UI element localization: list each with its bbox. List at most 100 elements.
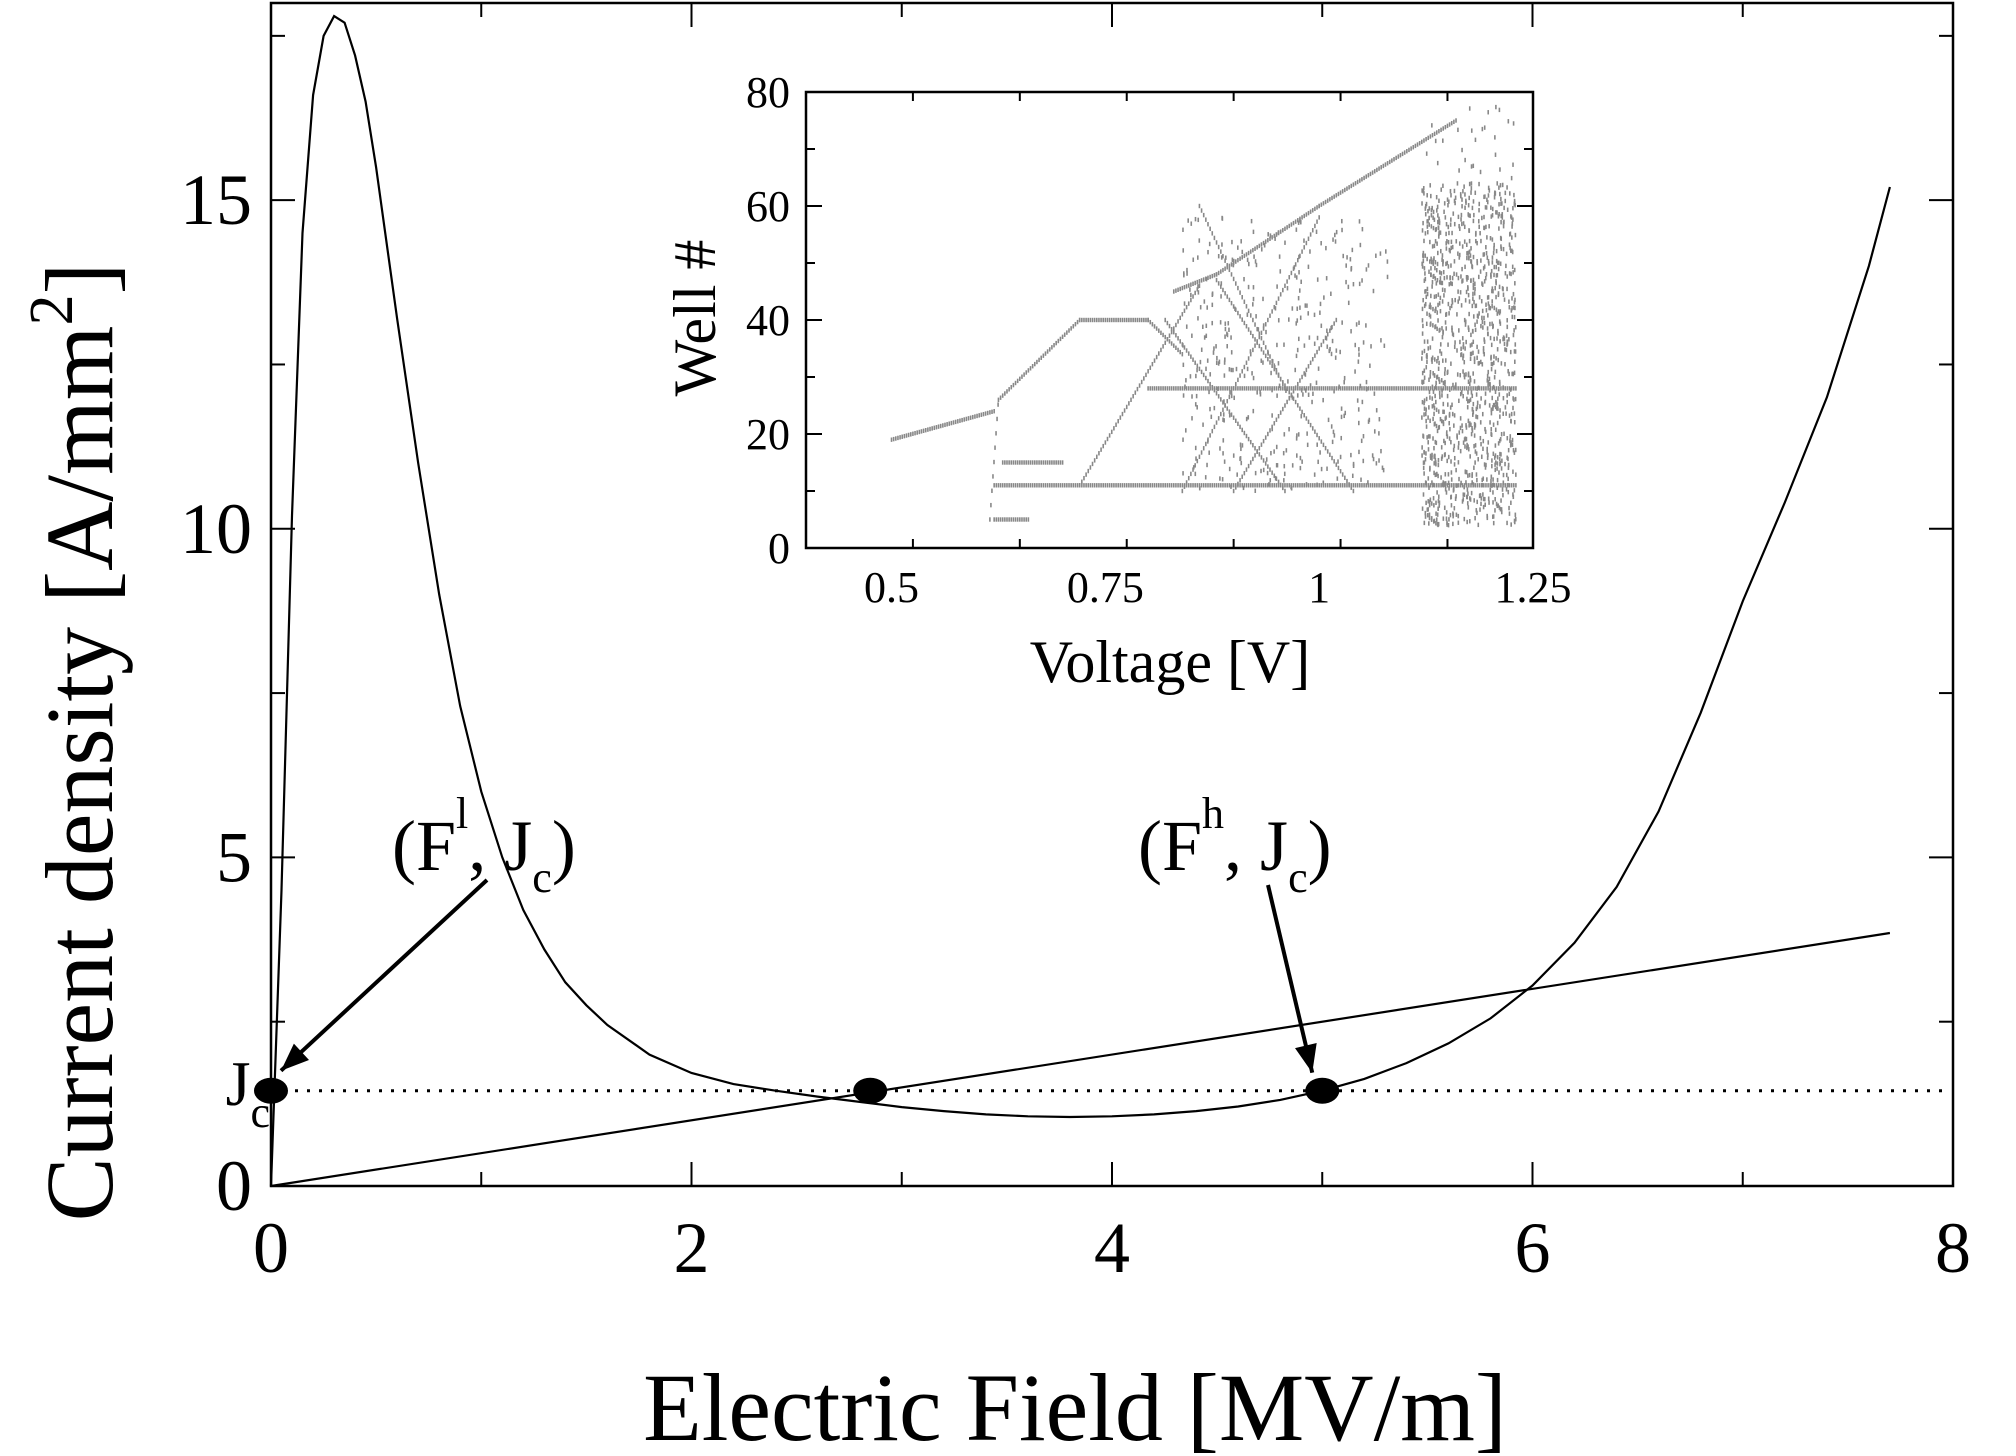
inset-point [1453,271,1455,277]
inset-point [1199,359,1202,365]
inset-point [1264,483,1267,488]
inset-point [1337,483,1340,488]
inset-point [1440,378,1443,383]
inset-point [1083,475,1085,481]
inset-point [1482,346,1485,351]
inset-point [1359,483,1361,488]
inset-point [1245,483,1248,488]
inset-point [1365,379,1368,385]
inset-point [1181,488,1184,494]
inset-point [1505,347,1508,353]
inset-point [1262,483,1265,488]
inset-point [1436,241,1438,246]
inset-point [1438,379,1441,385]
inset-point [1452,521,1454,527]
inset-point [1158,351,1160,356]
inset-point [1512,405,1514,411]
inset-point [1330,424,1333,429]
inset-point [1498,392,1501,397]
inset-point [1025,517,1028,522]
inset-point [1196,363,1199,369]
inset-point [1514,349,1517,354]
inset-point [1029,483,1032,488]
inset-point [1506,318,1509,323]
crossing-point [1305,1077,1340,1104]
inset-point [1508,413,1511,418]
inset-point [1469,253,1472,258]
inset-point [1166,337,1169,342]
inset-point [1433,405,1436,411]
inset-point [920,429,923,434]
inset-point [1498,260,1500,266]
inset-point [1182,227,1184,232]
inset-point [1493,305,1496,311]
inset-point [1486,513,1488,519]
inset-point [1277,361,1280,366]
inset-point [1239,256,1241,261]
inset-point [1453,423,1455,428]
inset-point [1493,195,1496,200]
inset-point [1226,263,1229,268]
inset-point [1426,286,1429,292]
inset-point [1232,276,1235,282]
inset-point [1428,304,1431,310]
inset-point [1469,356,1472,361]
inset-point [1208,450,1210,455]
inset-point [1006,517,1008,522]
inset-point [1483,496,1486,502]
inset-point [1490,268,1493,274]
inset-point [1451,275,1454,281]
inset-point [1500,201,1502,206]
inset-point [1426,507,1429,512]
inset-point [1091,483,1094,488]
inset-point [1435,521,1437,526]
inset-point [1252,347,1254,353]
inset-point [1430,293,1432,299]
inset-point [1457,289,1459,294]
inset-point [1205,333,1208,339]
inset-point [1493,246,1495,251]
inset-point [1211,292,1214,298]
inset-point [1029,366,1032,371]
inset-point [1433,503,1435,508]
inset-point [1192,257,1195,262]
inset-point [1110,483,1113,488]
inset-point [1373,386,1376,391]
inset-point [1472,314,1475,319]
inset-point [1108,483,1111,488]
inset-point [1458,476,1460,482]
inset-point [1467,325,1470,330]
inset-point [1438,360,1440,366]
inset-point [1349,257,1352,262]
inset-point [1434,138,1437,144]
inset-point [1115,483,1117,488]
inset-point [1277,413,1280,419]
inset-point [1262,240,1265,246]
inset-point [1514,325,1517,330]
inset-point [1429,369,1432,375]
inset-point [1262,350,1265,355]
inset-point [1170,386,1173,391]
inset-point [1340,435,1343,441]
inset-point [986,410,989,416]
inset-point [1485,272,1488,277]
inset-point [1337,191,1340,197]
inset-point [1435,511,1437,516]
inset-point [1004,391,1006,396]
inset-point [1434,324,1436,330]
inset-point [1300,388,1303,393]
inset-point [1470,246,1472,251]
inset-point [1314,223,1316,229]
inset-point [1153,358,1156,363]
inset-point [1262,438,1265,444]
inset-point [892,436,895,442]
inset-point [1136,386,1139,392]
inset-point [1352,461,1355,467]
inset-point [1472,339,1475,345]
inset-point [1481,319,1484,325]
inset-point [1494,135,1496,140]
inset-point [1450,263,1452,268]
inset-point [1488,261,1490,266]
inset-point [1500,509,1503,515]
inset-point [1260,483,1263,488]
